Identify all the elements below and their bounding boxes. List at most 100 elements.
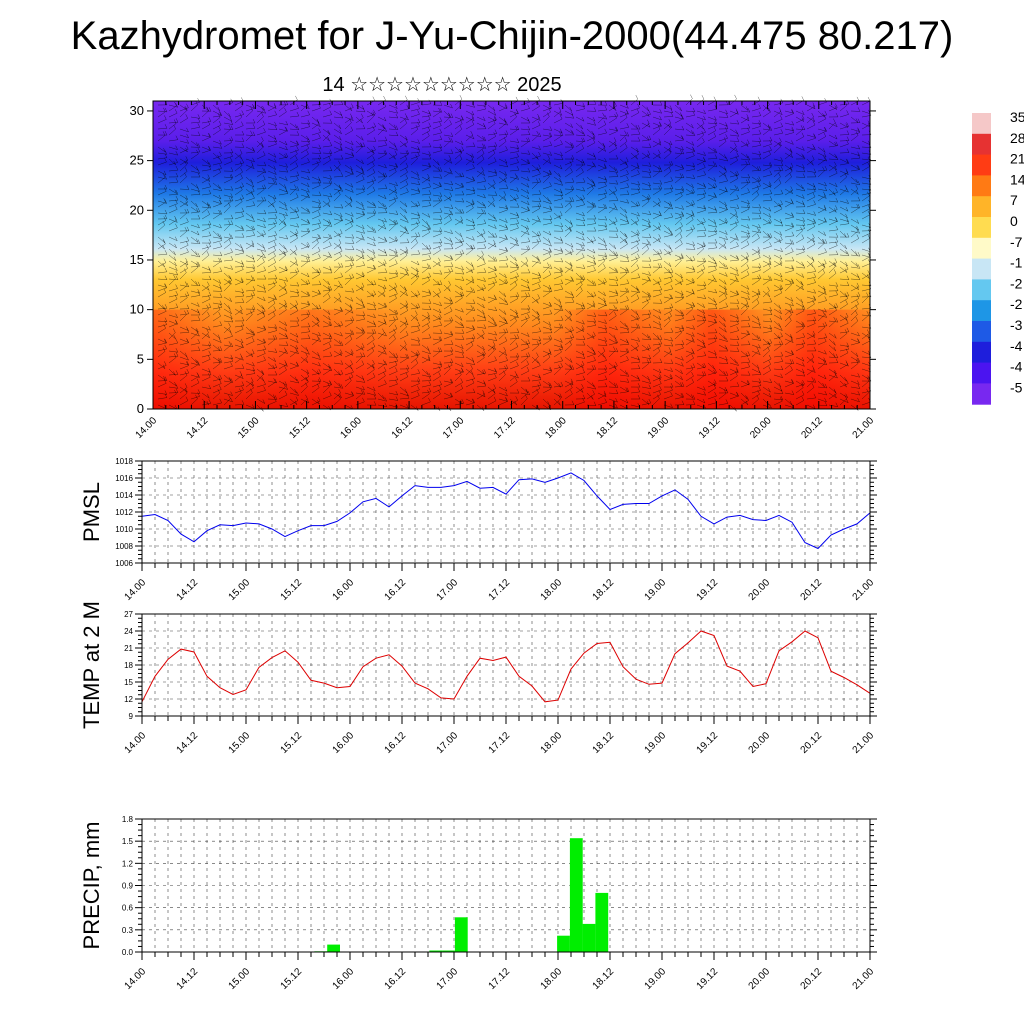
temp-panel: 9 12 15 18 21 24 27 14.00 14.12 15.00 15.12 16.00 16… <box>79 601 877 756</box>
y-tick-label: 0.9 <box>122 882 134 891</box>
x-tick-label: 17.12 <box>487 577 513 603</box>
y-tick-label: 1.5 <box>122 837 134 846</box>
x-tick-label: 14.00 <box>123 966 149 992</box>
y-tick-label: 1.2 <box>122 859 134 868</box>
x-tick-label: 14.12 <box>175 577 201 603</box>
colorbar-label: 28 <box>1010 130 1024 146</box>
x-tick-label: 15.00 <box>227 966 253 992</box>
wind-barbs <box>157 94 872 412</box>
x-tick-label: 17.12 <box>492 415 518 441</box>
x-tick-label: 19.00 <box>643 966 669 992</box>
series-line <box>141 630 871 703</box>
y-tick-label: 1.8 <box>122 815 134 824</box>
y-tick-label: 30 <box>130 103 144 118</box>
axis-label: TEMP at 2 M <box>79 601 104 729</box>
x-tick-label: 19.00 <box>646 415 672 441</box>
x-tick-label: 16.00 <box>331 966 357 992</box>
x-tick-label: 18.00 <box>539 730 565 756</box>
x-tick-label: 21.00 <box>851 415 877 441</box>
colorbar: 35 28 21 14 7 0 -7 -1 -2 -2 -3 -4 -4 -5 <box>972 109 1024 405</box>
colorbar-swatch <box>972 321 991 343</box>
colorbar-swatch <box>972 383 991 405</box>
x-tick-label: 18.12 <box>591 966 617 992</box>
precip-bar <box>429 950 443 952</box>
page-subtitle: 14 ☆☆☆☆☆☆☆☆☆ 2025 <box>322 74 562 96</box>
colorbar-label: 14 <box>1010 171 1024 187</box>
y-tick-label: 12 <box>124 695 133 704</box>
x-tick-label: 21.00 <box>851 966 877 992</box>
x-tick-label: 18.00 <box>539 966 565 992</box>
x-tick-label: 19.00 <box>643 730 669 756</box>
colorbar-swatch <box>972 154 991 176</box>
series-line <box>141 472 871 550</box>
precip-bar <box>327 944 340 952</box>
x-tick-label: 20.00 <box>747 577 773 603</box>
precip-panel: 0.0 0.3 0.6 0.9 1.2 1.5 1.8 14.00 14.12 15.00 15.1… <box>79 815 877 992</box>
x-tick-label: 20.12 <box>799 730 825 756</box>
x-tick-label: 17.12 <box>487 730 513 756</box>
precip-bar <box>557 935 570 952</box>
y-tick-label: 0.0 <box>122 948 134 957</box>
colorbar-label: -2 <box>1010 296 1023 312</box>
colorbar-label: -3 <box>1010 317 1023 333</box>
precip-bar <box>595 892 609 952</box>
x-tick-label: 20.12 <box>799 966 825 992</box>
page-title: Kazhydromet for J-Yu-Chijin-2000(44.475 … <box>70 14 954 58</box>
colorbar-label: 7 <box>1010 192 1018 208</box>
x-tick-label: 19.12 <box>695 966 721 992</box>
x-tick-label: 14.00 <box>134 415 160 441</box>
x-tick-label: 15.12 <box>279 966 305 992</box>
colorbar-label: -5 <box>1010 379 1023 395</box>
y-tick-label: 15 <box>124 678 133 687</box>
colorbar-swatch <box>972 196 991 218</box>
x-tick-label: 16.12 <box>383 577 409 603</box>
y-tick-label: 1018 <box>115 457 133 466</box>
x-tick-label: 20.12 <box>799 577 825 603</box>
x-tick-label: 19.12 <box>697 415 723 441</box>
x-tick-label: 16.12 <box>383 730 409 756</box>
colorbar-label: -1 <box>1010 255 1023 271</box>
x-tick-label: 16.12 <box>390 415 416 441</box>
x-tick-label: 15.00 <box>227 730 253 756</box>
colorbar-swatch <box>972 279 991 301</box>
x-tick-label: 20.00 <box>747 730 773 756</box>
y-tick-label: 25 <box>130 153 144 168</box>
x-tick-label: 16.00 <box>331 577 357 603</box>
y-tick-label: 9 <box>129 712 134 721</box>
y-tick-label: 0.3 <box>122 926 134 935</box>
colorbar-swatch <box>972 237 991 260</box>
grid-lines <box>141 614 871 716</box>
colorbar-label: 35 <box>1010 109 1024 125</box>
colorbar-label: 0 <box>1010 213 1018 229</box>
y-tick-label: 5 <box>137 351 144 366</box>
x-tick-label: 18.12 <box>595 415 621 441</box>
x-tick-label: 17.00 <box>435 966 461 992</box>
x-tick-label: 20.00 <box>747 966 773 992</box>
colorbar-swatch <box>972 133 991 156</box>
y-tick-label: 1010 <box>115 525 133 534</box>
y-tick-label: 24 <box>124 627 133 636</box>
x-tick-label: 21.00 <box>851 577 877 603</box>
grid-lines <box>141 819 871 952</box>
precip-bar <box>582 923 596 952</box>
precip-bar <box>454 917 468 952</box>
x-tick-label: 14.12 <box>185 415 211 441</box>
colorbar-swatch <box>972 300 991 322</box>
x-tick-label: 20.00 <box>748 415 774 441</box>
x-tick-label: 18.12 <box>591 730 617 756</box>
x-tick-label: 15.00 <box>227 577 253 603</box>
y-tick-label: 1012 <box>115 508 133 517</box>
x-tick-label: 14.00 <box>123 730 149 756</box>
y-tick-label: 1008 <box>115 542 133 551</box>
colorbar-swatch <box>972 258 991 280</box>
colorbar-swatch <box>972 362 991 384</box>
y-tick-label: 18 <box>124 661 133 670</box>
x-tick-label: 16.12 <box>383 966 409 992</box>
x-tick-label: 17.00 <box>435 577 461 603</box>
colorbar-swatch <box>972 341 991 364</box>
y-tick-label: 10 <box>130 302 144 317</box>
colorbar-label: -7 <box>1010 234 1023 250</box>
axis-label: PMSL <box>79 482 104 542</box>
precip-bar <box>442 950 455 952</box>
y-tick-label: 21 <box>124 644 133 653</box>
